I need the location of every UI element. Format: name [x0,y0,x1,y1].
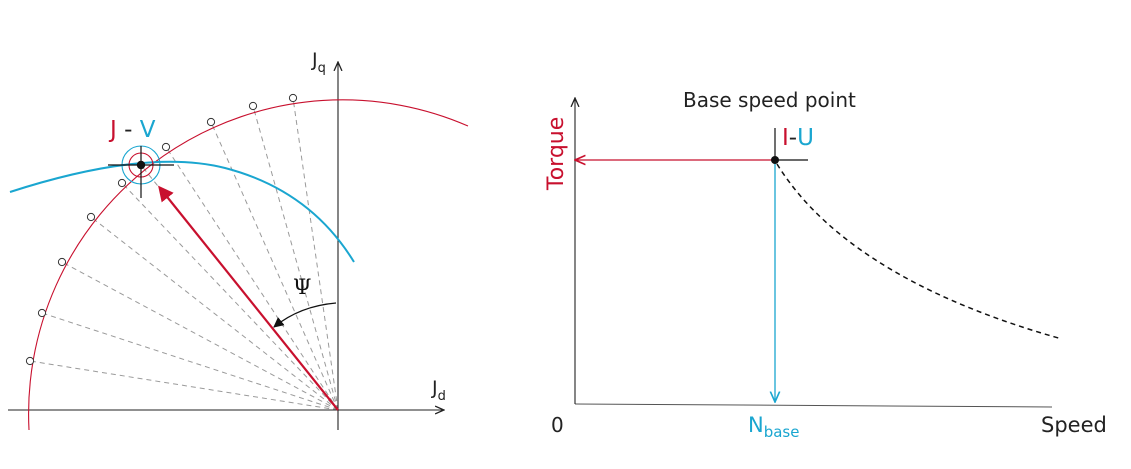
radial-guides [29,97,339,411]
field-weakening-curve [776,163,1063,340]
iu-current-letter: I [782,125,789,151]
jv-current-letter: J [108,117,117,143]
radial-guide-line [61,261,339,411]
circle-marker [206,117,216,127]
circle-marker [86,212,96,222]
current-limit-circle [28,99,469,431]
radial-guide-line [29,360,339,411]
jv-voltage-letter: V [140,117,156,143]
right-diagram: Base speed point Torque I-U 0 Nbase Spee… [544,88,1107,441]
jv-separator: - [117,117,140,143]
speed-label: Speed [1041,413,1107,437]
angle-psi-label: Ψ [293,275,311,299]
axis-d-label: Jd [431,377,446,404]
circle-marker [117,178,127,188]
radial-guide-line [41,312,339,411]
speed-axis [574,403,1053,408]
iu-point-label: I-U [782,125,814,151]
radial-guide-line [121,182,339,411]
jv-point-label: J - V [108,117,156,143]
left-diagram: Ψ J - V Jq Jd [8,49,469,431]
iu-voltage-letter: U [797,125,814,151]
radial-guide-line [165,146,339,411]
circle-marker [288,93,298,103]
radial-guide-line [252,105,339,411]
angle-psi-arc [273,302,337,328]
circle-marker [248,101,258,111]
iu-separator: - [789,125,797,151]
circle-marker [57,257,67,267]
circle-marker [37,308,47,318]
radial-guide-line [292,97,339,411]
radial-guide-line [90,216,339,411]
base-speed-title: Base speed point [683,88,856,112]
operating-point-markers [25,93,298,366]
base-speed-point [771,156,779,164]
intersection-point [108,145,174,198]
torque-label: Torque [544,117,569,191]
origin-label: 0 [551,413,564,437]
radial-guide-line [210,121,339,411]
current-vector [158,185,339,411]
circle-marker [161,142,171,152]
axis-q-label: Jq [311,49,326,76]
voltage-limit-ellipse [9,160,355,263]
circle-marker [25,356,35,366]
nbase-label: Nbase [748,413,799,441]
